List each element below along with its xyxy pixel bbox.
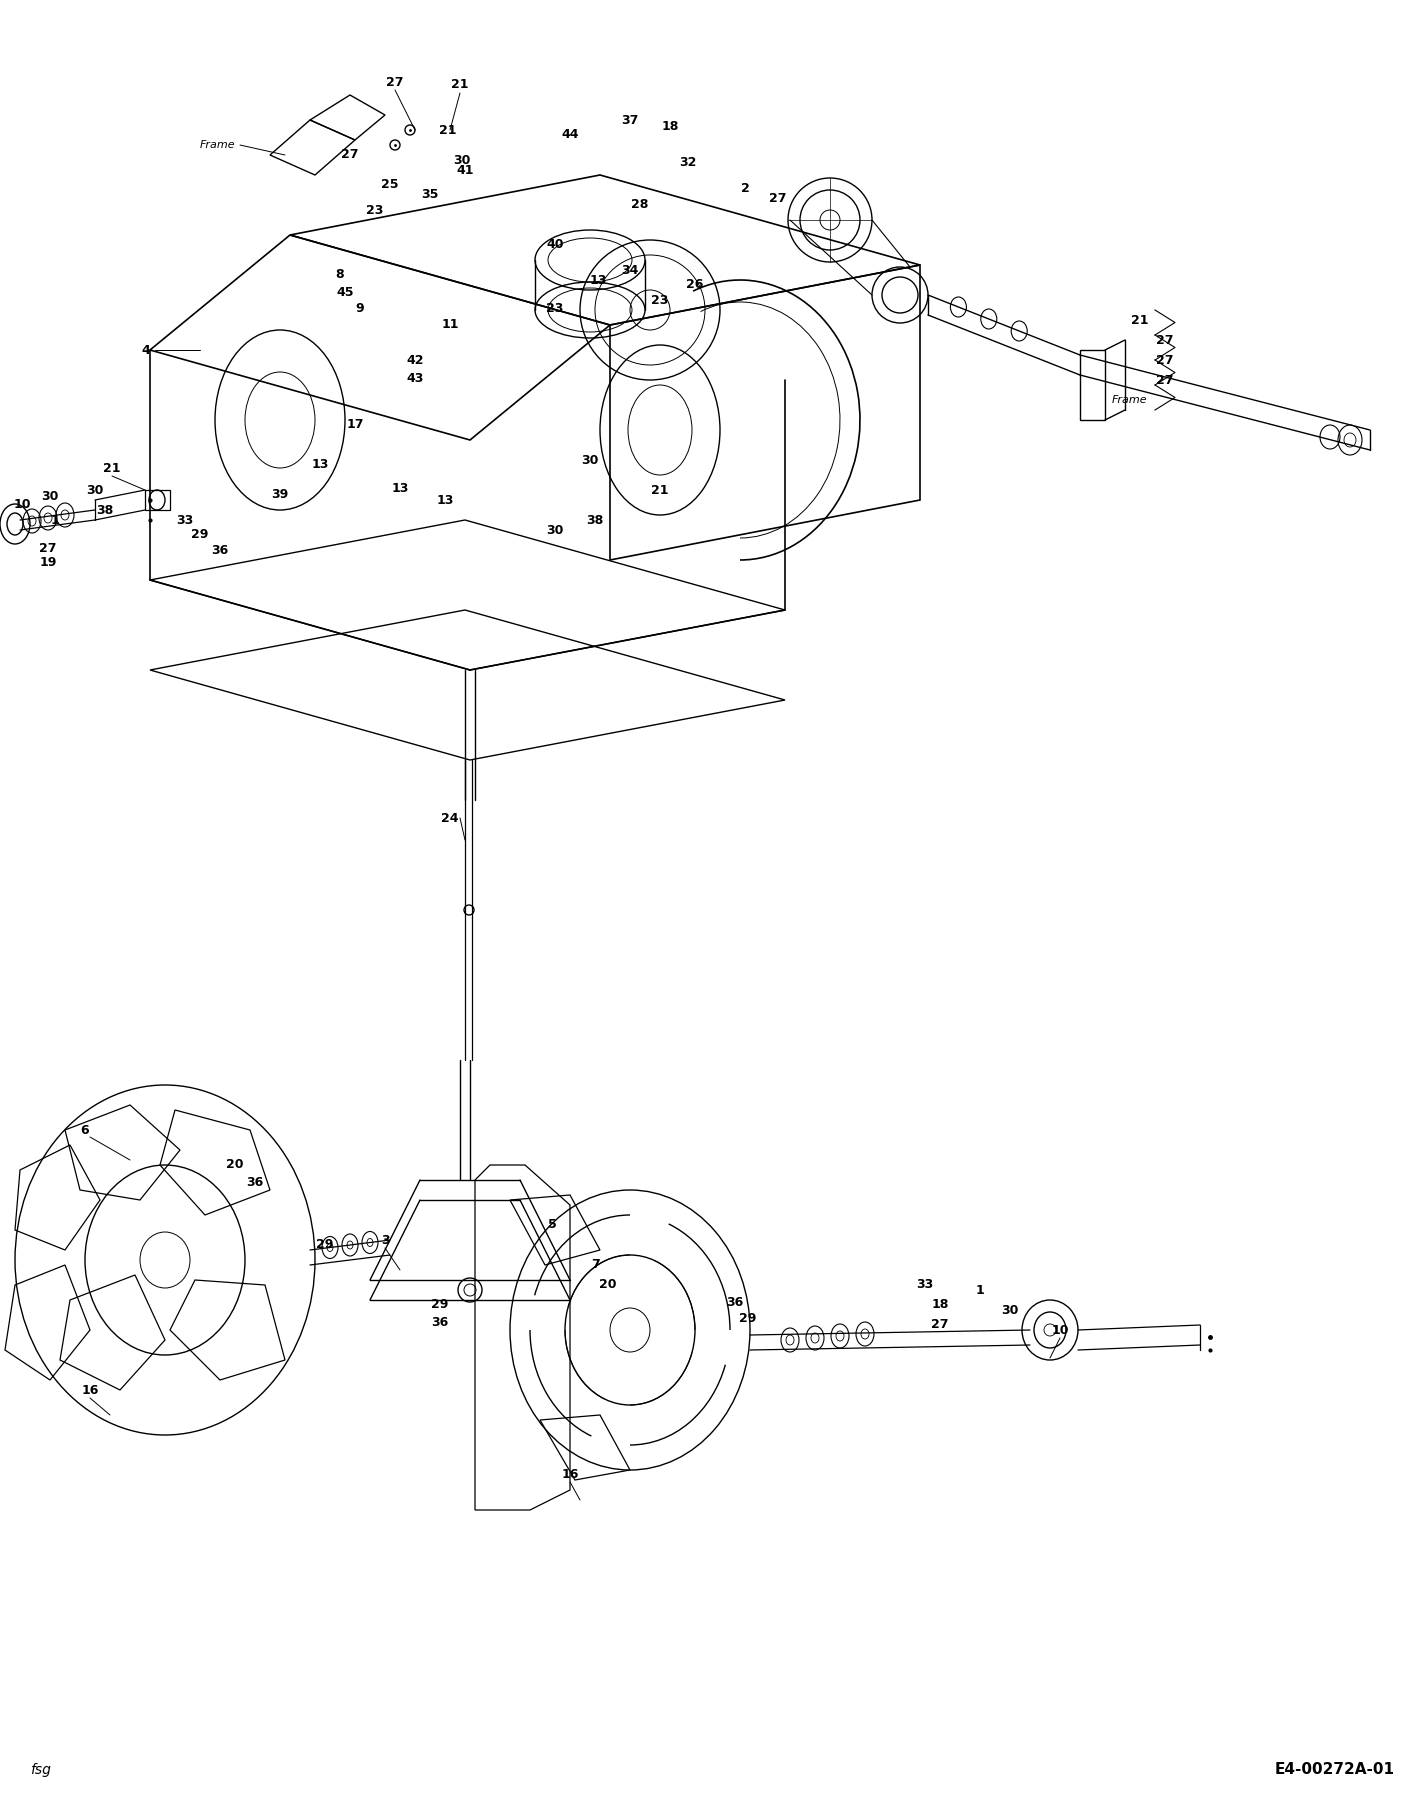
Text: 23: 23 <box>651 293 668 306</box>
Text: 29: 29 <box>431 1298 448 1312</box>
Text: E4-00272A-01: E4-00272A-01 <box>1275 1762 1395 1778</box>
Text: 28: 28 <box>631 198 648 212</box>
Text: 44: 44 <box>561 128 578 142</box>
Text: 29: 29 <box>317 1238 334 1251</box>
Text: 30: 30 <box>581 454 598 466</box>
Text: 27: 27 <box>1157 333 1174 346</box>
Text: 21: 21 <box>103 461 121 475</box>
Text: fsg: fsg <box>30 1762 51 1777</box>
Text: 18: 18 <box>661 121 678 133</box>
Text: 41: 41 <box>457 164 474 176</box>
Text: 27: 27 <box>1157 374 1174 387</box>
Text: 39: 39 <box>271 488 288 502</box>
Text: 37: 37 <box>621 113 638 126</box>
Text: 5: 5 <box>547 1219 557 1231</box>
Text: 20: 20 <box>600 1278 617 1292</box>
Text: 29: 29 <box>740 1312 757 1325</box>
Text: 34: 34 <box>621 263 638 277</box>
Text: 16: 16 <box>81 1384 99 1397</box>
Text: 33: 33 <box>917 1278 934 1292</box>
Text: 29: 29 <box>191 529 208 542</box>
Text: 42: 42 <box>406 353 424 367</box>
Text: 36: 36 <box>211 544 228 556</box>
Text: 1: 1 <box>975 1283 984 1296</box>
Text: 38: 38 <box>96 504 114 517</box>
Text: 7: 7 <box>591 1258 600 1271</box>
Text: 23: 23 <box>547 301 564 315</box>
Text: 9: 9 <box>356 301 364 315</box>
Text: 30: 30 <box>1001 1303 1018 1316</box>
Text: 21: 21 <box>651 484 668 497</box>
Text: 21: 21 <box>1131 313 1148 326</box>
Text: 30: 30 <box>453 153 471 167</box>
Text: 27: 27 <box>386 76 404 88</box>
Text: 27: 27 <box>39 542 57 554</box>
Text: 36: 36 <box>431 1316 448 1330</box>
Text: 21: 21 <box>451 79 468 92</box>
Text: 45: 45 <box>336 286 354 299</box>
Text: 13: 13 <box>391 481 408 495</box>
Text: 30: 30 <box>41 490 59 504</box>
Text: 1: 1 <box>50 513 60 526</box>
Text: 18: 18 <box>931 1298 948 1312</box>
Text: 13: 13 <box>590 274 607 286</box>
Text: 26: 26 <box>687 279 704 292</box>
Text: 13: 13 <box>311 459 328 472</box>
Text: 35: 35 <box>421 189 438 202</box>
Text: 33: 33 <box>177 513 194 526</box>
Text: 40: 40 <box>547 238 564 252</box>
Text: 38: 38 <box>587 513 604 526</box>
Text: 13: 13 <box>437 493 454 506</box>
Text: 10: 10 <box>1051 1323 1068 1336</box>
Text: 6: 6 <box>81 1123 90 1136</box>
Text: 10: 10 <box>13 499 31 511</box>
Text: 2: 2 <box>741 182 750 194</box>
Text: 8: 8 <box>336 268 344 281</box>
Text: 36: 36 <box>727 1296 744 1310</box>
Text: 16: 16 <box>561 1469 578 1481</box>
Text: 27: 27 <box>341 149 358 162</box>
Text: 17: 17 <box>346 419 364 432</box>
Text: 21: 21 <box>440 124 457 137</box>
Text: 32: 32 <box>680 155 697 169</box>
Text: 3: 3 <box>381 1233 390 1246</box>
Text: 27: 27 <box>931 1318 948 1332</box>
Text: 25: 25 <box>381 178 398 191</box>
Text: 36: 36 <box>247 1177 264 1190</box>
Text: 20: 20 <box>226 1159 244 1172</box>
Text: 27: 27 <box>770 191 787 205</box>
Text: 27: 27 <box>1157 353 1174 367</box>
Text: 11: 11 <box>441 319 458 331</box>
Text: 30: 30 <box>547 524 564 536</box>
Text: 24: 24 <box>441 812 458 824</box>
Text: 43: 43 <box>407 371 424 385</box>
Text: 30: 30 <box>86 484 104 497</box>
Text: 23: 23 <box>367 203 384 216</box>
Text: Frame: Frame <box>1112 394 1148 405</box>
Text: 19: 19 <box>40 556 57 569</box>
Text: Frame: Frame <box>200 140 236 149</box>
Text: 4: 4 <box>141 344 150 356</box>
